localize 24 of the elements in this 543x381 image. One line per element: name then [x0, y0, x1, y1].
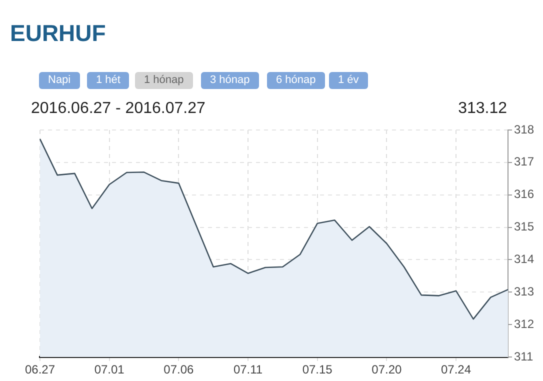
x-tick-label: 07.01 — [94, 362, 125, 377]
text: Napi — [39, 72, 80, 89]
x-tick-label: 07.11 — [233, 362, 263, 377]
y-tick-label: 317 — [514, 154, 534, 169]
text: 1 hónap — [135, 72, 193, 89]
text: 313.12 — [458, 100, 507, 118]
y-tick-label: 314 — [514, 252, 534, 266]
text: 2016.06.27 - 2016.07.27 — [31, 100, 206, 118]
text: 1 hét — [87, 72, 130, 89]
text: 6 hónap — [267, 72, 325, 89]
x-tick-label: 07.20 — [372, 362, 402, 377]
x-tick-label: 07.06 — [164, 362, 194, 377]
text: 1 év — [329, 72, 368, 89]
x-tick-label: 07.15 — [302, 362, 333, 377]
y-tick-label: 311 — [514, 349, 534, 364]
chart-title: EURHUF — [10, 20, 106, 47]
y-tick-label: 318 — [514, 122, 534, 136]
y-tick-label: 315 — [514, 220, 534, 234]
y-tick-label: 316 — [514, 187, 534, 202]
x-tick-label: 06.27 — [24, 362, 56, 377]
x-tick-label: 07.24 — [440, 362, 472, 377]
y-tick-label: 312 — [514, 316, 534, 331]
y-tick-label: 313 — [514, 284, 534, 298]
text: 3 hónap — [201, 72, 259, 89]
